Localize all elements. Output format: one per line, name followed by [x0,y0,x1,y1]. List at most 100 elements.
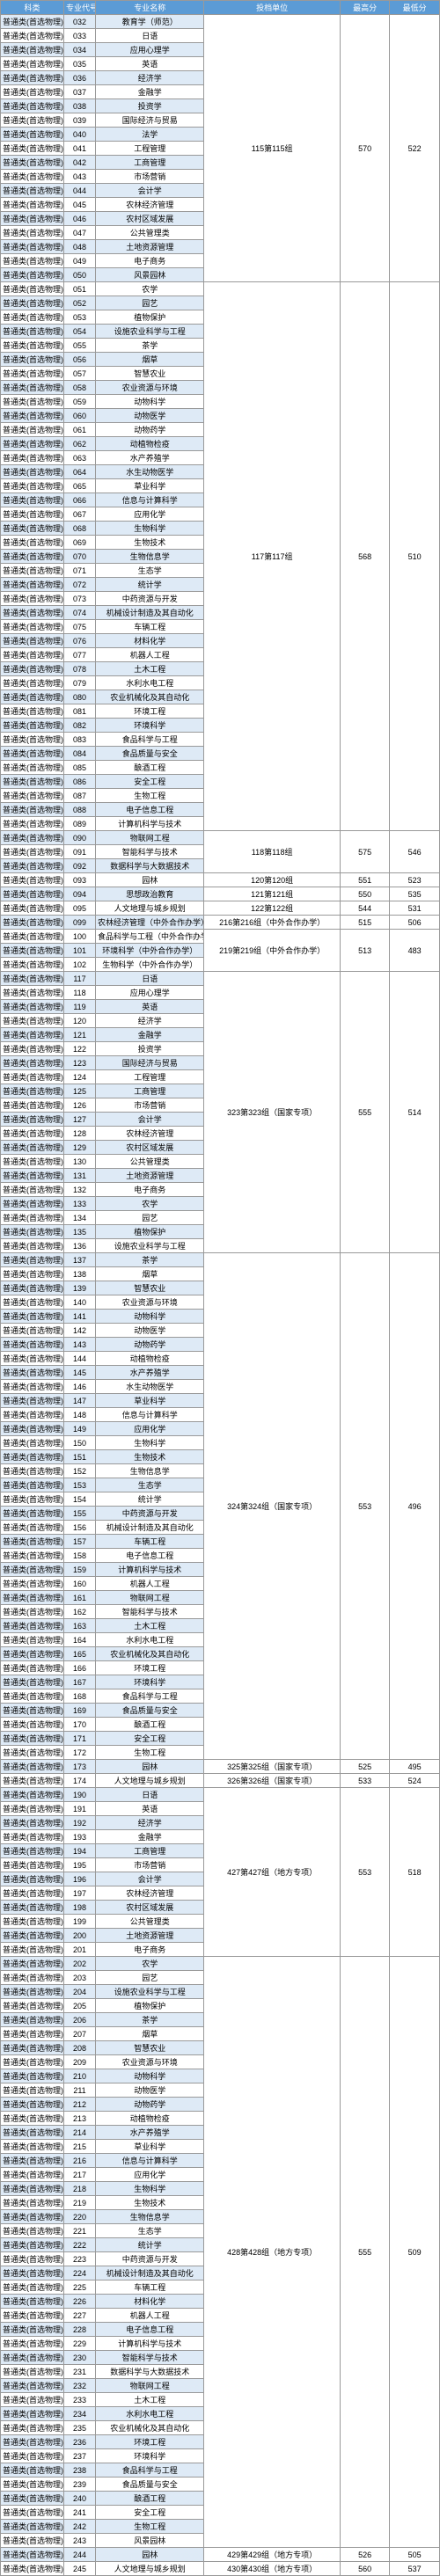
code-cell: 081 [64,704,96,719]
code-cell: 080 [64,690,96,704]
major-cell: 环境工程 [96,704,204,719]
major-cell: 材料化学 [96,634,204,648]
code-cell: 172 [64,1746,96,1760]
major-cell: 农林经济管理 [96,1127,204,1141]
major-cell: 车辆工程 [96,2280,204,2295]
code-cell: 120 [64,1014,96,1028]
major-cell: 烟草 [96,2027,204,2041]
category-cell: 普通类(首选物理) [1,606,64,620]
category-cell: 普通类(首选物理) [1,268,64,282]
category-cell: 普通类(首选物理) [1,2041,64,2055]
code-cell: 190 [64,1788,96,1802]
code-cell: 244 [64,2548,96,2562]
category-cell: 普通类(首选物理) [1,1478,64,1492]
code-cell: 243 [64,2534,96,2548]
major-cell: 国际经济与贸易 [96,1056,204,1070]
category-cell: 普通类(首选物理) [1,944,64,958]
unit-cell: 430第430组（地方专项） [204,2562,340,2576]
code-cell: 050 [64,268,96,282]
major-cell: 农村区域发展 [96,212,204,226]
max-cell: 553 [340,1253,390,1760]
code-cell: 118 [64,986,96,1000]
code-cell: 240 [64,2492,96,2506]
category-cell: 普通类(首选物理) [1,99,64,113]
major-cell: 食品科学与工程 [96,1689,204,1704]
category-cell: 普通类(首选物理) [1,1633,64,1647]
code-cell: 203 [64,1971,96,1985]
category-cell: 普通类(首选物理) [1,1774,64,1788]
major-cell: 动物科学 [96,2069,204,2083]
code-cell: 220 [64,2210,96,2224]
category-cell: 普通类(首选物理) [1,1619,64,1633]
code-cell: 037 [64,85,96,99]
code-cell: 225 [64,2280,96,2295]
code-cell: 042 [64,156,96,170]
category-cell: 普通类(首选物理) [1,1675,64,1689]
category-cell: 普通类(首选物理) [1,1929,64,1943]
major-cell: 动植物检疫 [96,437,204,451]
table-row: 普通类(首选物理)094思想政治教育121第121组550535 [1,887,440,901]
major-cell: 食品质量与安全 [96,2477,204,2492]
major-cell: 机器人工程 [96,648,204,662]
major-cell: 水产养殖学 [96,2126,204,2140]
code-cell: 035 [64,57,96,71]
unit-cell: 323第323组（国家专项） [204,972,340,1253]
code-cell: 079 [64,676,96,690]
code-cell: 059 [64,395,96,409]
table-row: 普通类(首选物理)244园林429第429组（地方专项）526505 [1,2548,440,2562]
code-cell: 122 [64,1042,96,1056]
category-cell: 普通类(首选物理) [1,1098,64,1113]
major-cell: 土地资源管理 [96,1929,204,1943]
major-cell: 草业科学 [96,2140,204,2154]
major-cell: 水产养殖学 [96,1366,204,1380]
category-cell: 普通类(首选物理) [1,1338,64,1352]
category-cell: 普通类(首选物理) [1,634,64,648]
max-cell: 568 [340,282,390,831]
major-cell: 土地资源管理 [96,1169,204,1183]
major-cell: 计算机科学与技术 [96,817,204,831]
category-cell: 普通类(首选物理) [1,507,64,522]
code-cell: 034 [64,43,96,57]
max-cell: 526 [340,2548,390,2562]
code-cell: 119 [64,1000,96,1014]
category-cell: 普通类(首选物理) [1,901,64,916]
code-cell: 201 [64,1943,96,1957]
code-cell: 082 [64,719,96,733]
code-cell: 192 [64,1816,96,1830]
code-cell: 138 [64,1267,96,1281]
code-cell: 163 [64,1619,96,1633]
code-cell: 233 [64,2393,96,2407]
max-cell: 525 [340,1760,390,1774]
major-cell: 经济学 [96,71,204,85]
major-cell: 生物信息学 [96,550,204,564]
code-cell: 159 [64,1563,96,1577]
code-cell: 078 [64,662,96,676]
code-cell: 074 [64,606,96,620]
code-cell: 144 [64,1352,96,1366]
code-cell: 196 [64,1872,96,1886]
code-cell: 123 [64,1056,96,1070]
category-cell: 普通类(首选物理) [1,1704,64,1718]
max-cell: 570 [340,15,390,282]
category-cell: 普通类(首选物理) [1,212,64,226]
category-cell: 普通类(首选物理) [1,2126,64,2140]
category-cell: 普通类(首选物理) [1,1563,64,1577]
code-cell: 161 [64,1591,96,1605]
table-row: 普通类(首选物理)099农林经济管理（中外合作办学）216第216组（中外合作办… [1,916,440,930]
code-cell: 217 [64,2168,96,2182]
major-cell: 统计学 [96,2238,204,2252]
code-cell: 147 [64,1394,96,1408]
major-cell: 机器人工程 [96,1577,204,1591]
code-cell: 200 [64,1929,96,1943]
unit-cell: 120第120组 [204,873,340,887]
category-cell: 普通类(首选物理) [1,1014,64,1028]
category-cell: 普通类(首选物理) [1,2562,64,2576]
major-cell: 生物工程 [96,2520,204,2534]
code-cell: 091 [64,845,96,859]
major-cell: 酿酒工程 [96,761,204,775]
category-cell: 普通类(首选物理) [1,282,64,296]
major-cell: 会计学 [96,1872,204,1886]
major-cell: 信息与计算科学 [96,1408,204,1422]
category-cell: 普通类(首选物理) [1,1394,64,1408]
category-cell: 普通类(首选物理) [1,198,64,212]
